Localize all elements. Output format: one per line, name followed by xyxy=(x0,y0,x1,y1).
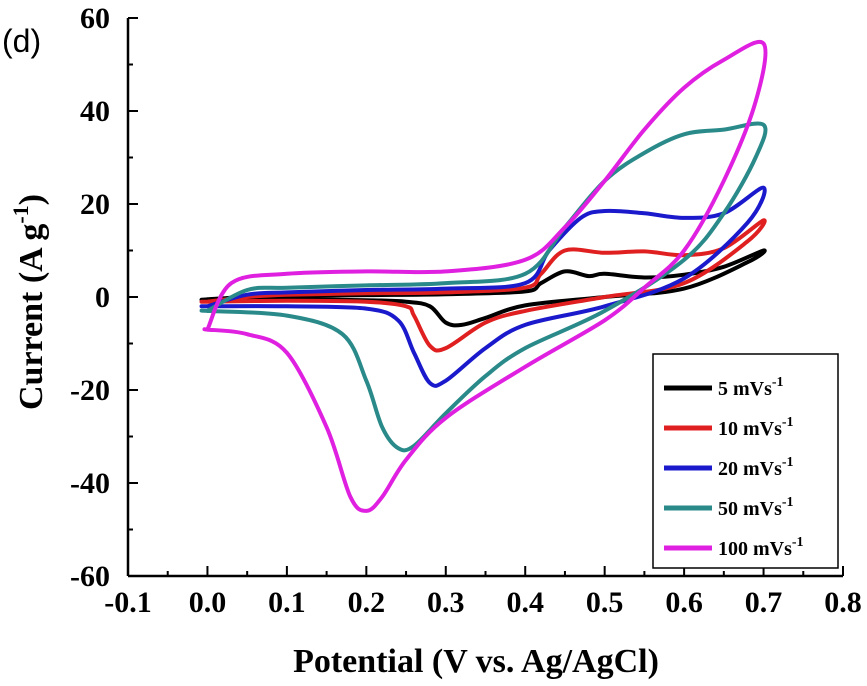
y-axis-title-sup: -1 xyxy=(8,205,33,223)
legend-label-5-mvs: 5 mVs-1 xyxy=(718,375,784,400)
y-tick-label: 60 xyxy=(80,2,110,35)
y-axis-title-main: Current (A g xyxy=(13,224,50,410)
x-tick-label: 0.5 xyxy=(586,586,624,619)
series-line-50-mvs xyxy=(199,121,768,453)
y-tick-label: -40 xyxy=(70,467,110,500)
legend-label-text: 20 mVs xyxy=(718,458,782,480)
y-ticks: -60 -40 -20 0 20 40 60 xyxy=(70,2,138,593)
series-line-5-mvs xyxy=(199,248,767,328)
x-tick-label: 0.3 xyxy=(427,586,465,619)
legend-label-50-mvs: 50 mVs-1 xyxy=(718,495,794,520)
legend-label-text: 5 mVs xyxy=(718,378,772,400)
curves-group xyxy=(199,39,768,513)
y-tick-label: -20 xyxy=(70,374,110,407)
y-axis-title: Current (A g-1) xyxy=(8,194,50,410)
x-tick-label: -0.1 xyxy=(104,586,152,619)
series-line-20-mvs xyxy=(199,185,767,388)
y-tick-label: -60 xyxy=(70,560,110,593)
x-tick-label: 0.0 xyxy=(189,586,227,619)
series-line-10-mvs xyxy=(199,218,767,353)
legend-label-sup: -1 xyxy=(782,495,794,510)
legend-label-100-mvs: 100 mVs-1 xyxy=(718,535,804,560)
legend-label-text: 100 mVs xyxy=(718,538,792,560)
y-tick-label: 0 xyxy=(95,281,110,314)
x-tick-label: 0.8 xyxy=(824,586,862,619)
x-tick-label: 0.7 xyxy=(745,586,783,619)
legend-label-sup: -1 xyxy=(782,415,794,430)
x-tick-label: 0.4 xyxy=(506,586,544,619)
legend-label-sup: -1 xyxy=(772,375,784,390)
legend-label-sup: -1 xyxy=(782,455,794,470)
y-axis-title-end: ) xyxy=(13,194,50,205)
legend-label-10-mvs: 10 mVs-1 xyxy=(718,415,794,440)
legend-label-sup: -1 xyxy=(792,535,804,550)
legend-label-text: 50 mVs xyxy=(718,498,782,520)
series-line-100-mvs xyxy=(202,39,768,513)
legend-label-text: 10 mVs xyxy=(718,418,782,440)
y-tick-label: 20 xyxy=(80,188,110,221)
x-tick-label: 0.1 xyxy=(268,586,306,619)
x-ticks: -0.1 0.0 0.1 0.2 0.3 0.4 0.5 0.6 0.7 0.8 xyxy=(104,566,862,619)
x-tick-label: 0.2 xyxy=(348,586,386,619)
x-tick-label: 0.6 xyxy=(665,586,703,619)
legend-label-20-mvs: 20 mVs-1 xyxy=(718,455,794,480)
y-tick-label: 40 xyxy=(80,95,110,128)
panel-label: (d) xyxy=(2,23,41,59)
x-axis-title: Potential (V vs. Ag/AgCl) xyxy=(293,643,659,680)
